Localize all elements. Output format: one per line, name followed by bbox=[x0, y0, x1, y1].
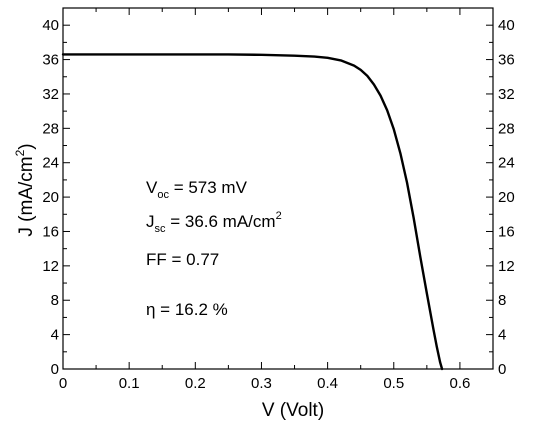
y-tick-label-left: 36 bbox=[42, 52, 59, 69]
tick-marks bbox=[62, 7, 494, 370]
y-tick-label-left: 32 bbox=[42, 86, 59, 103]
y-tick-label-right: 4 bbox=[498, 327, 506, 344]
x-tick-label: 0.1 bbox=[119, 375, 140, 392]
x-tick-label: 0.5 bbox=[383, 375, 404, 392]
annotation-jsc-main: J bbox=[146, 212, 155, 231]
annotation-jsc: Jsc = 36.6 mA/cm2 bbox=[146, 210, 282, 235]
y-tick-label-right: 8 bbox=[498, 292, 506, 309]
y-tick-label-left: 0 bbox=[51, 361, 59, 378]
y-axis-label-main: J (mA/cm bbox=[16, 156, 37, 236]
jv-curve-line bbox=[61, 53, 444, 371]
annotation-voc-sub: oc bbox=[157, 189, 169, 201]
y-axis-label-sup: 2 bbox=[13, 149, 27, 156]
y-tick-label-right: 16 bbox=[498, 223, 515, 240]
y-tick-label-right: 12 bbox=[498, 258, 515, 275]
x-tick-label: 0.6 bbox=[449, 375, 470, 392]
annotation-jsc-sup: 2 bbox=[276, 210, 282, 222]
y-tick-label-left: 16 bbox=[42, 223, 59, 240]
y-tick-label-right: 40 bbox=[498, 17, 515, 34]
x-tick-label: 0.2 bbox=[185, 375, 206, 392]
y-tick-label-right: 28 bbox=[498, 120, 515, 137]
annotation-voc: Voc = 573 mV bbox=[146, 178, 248, 201]
y-tick-label-right: 24 bbox=[498, 155, 515, 172]
y-tick-label-right: 0 bbox=[498, 361, 506, 378]
annotation-eta: η = 16.2 % bbox=[146, 300, 228, 319]
y-tick-label-left: 12 bbox=[42, 258, 59, 275]
y-tick-label-left: 4 bbox=[51, 327, 59, 344]
x-tick-label: 0.3 bbox=[251, 375, 272, 392]
y-tick-label-right: 32 bbox=[498, 86, 515, 103]
annotation-jsc-rest: = 36.6 mA/cm bbox=[166, 212, 276, 231]
y-axis-label: J (mA/cm2) bbox=[13, 143, 37, 236]
y-tick-label-left: 40 bbox=[42, 17, 59, 34]
annotation-voc-main: V bbox=[146, 178, 158, 197]
plot-frame bbox=[62, 7, 494, 370]
y-tick-label-left: 28 bbox=[42, 120, 59, 137]
tick-labels: 0 0.1 0.2 0.3 0.4 0.5 0.6048121620242832364004… bbox=[42, 17, 514, 392]
x-tick-label: 0 bbox=[59, 375, 67, 392]
x-tick-label: 0.4 bbox=[317, 375, 338, 392]
annotation-voc-rest: = 573 mV bbox=[169, 178, 248, 197]
y-tick-label-left: 24 bbox=[42, 155, 59, 172]
annotation-jsc-sub: sc bbox=[155, 223, 167, 235]
y-tick-label-right: 36 bbox=[498, 52, 515, 69]
annotation-ff: FF = 0.77 bbox=[146, 250, 219, 269]
y-tick-label-right: 20 bbox=[498, 189, 515, 206]
y-axis-label-close: ) bbox=[16, 143, 37, 149]
y-tick-label-left: 20 bbox=[42, 189, 59, 206]
x-axis-label: V (Volt) bbox=[262, 400, 324, 421]
y-tick-label-left: 8 bbox=[51, 292, 59, 309]
